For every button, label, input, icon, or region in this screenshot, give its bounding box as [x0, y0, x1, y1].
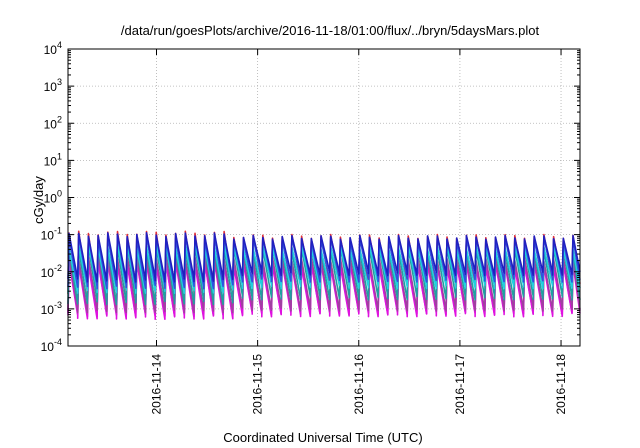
y-tick-label: 103	[44, 77, 62, 94]
y-tick-label: 100	[44, 189, 62, 206]
x-tick-label: 2016-11-17	[453, 354, 467, 415]
y-tick-label: 10-3	[41, 300, 62, 317]
x-axis-label: Coordinated Universal Time (UTC)	[223, 430, 422, 445]
y-tick-label: 10-2	[41, 263, 62, 280]
y-tick-label: 102	[44, 114, 62, 131]
y-tick-label: 10-4	[41, 337, 62, 354]
y-tick-label: 104	[44, 40, 62, 57]
series-group	[67, 230, 581, 321]
x-tick-label: 2016-11-16	[352, 354, 366, 415]
x-ticks: 2016-11-14 2016-11-15 2016-11-16 2016-11-17…	[149, 49, 568, 415]
y-ticks: 10-4 10-3 10-2 10-1 100 101 102 103 104	[41, 40, 580, 354]
y-axis-label: cGy/day	[31, 176, 46, 224]
chart-title: /data/run/goesPlots/archive/2016-11-18/0…	[121, 23, 540, 38]
y-tick-label: 101	[44, 151, 62, 168]
x-tick-label: 2016-11-14	[149, 354, 163, 415]
y-tick-label: 10-1	[41, 226, 62, 243]
series-line	[67, 232, 581, 283]
series-line	[67, 254, 581, 314]
x-tick-label: 2016-11-15	[251, 354, 265, 415]
x-tick-label: 2016-11-18	[554, 354, 568, 415]
